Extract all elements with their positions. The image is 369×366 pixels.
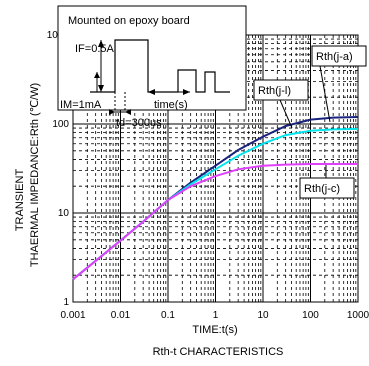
inset-im-label: IM=1mA [60, 99, 102, 111]
callout-box-ja [311, 45, 367, 67]
chart-subtitle: Rth-t CHARACTERISTICS [153, 346, 284, 358]
callout-label-jc: Rth(j-c) [304, 183, 340, 195]
x-axis-label: TIME:t(s) [192, 324, 237, 336]
callout-label-ja: Rth(j-a) [316, 51, 353, 63]
x-tick-label: 1000 [347, 310, 369, 321]
x-tick-label: 0.001 [60, 310, 85, 321]
callouts: Rth(j-a) Rth(j-l) Rth(j-c) [253, 45, 367, 199]
x-tick-label: 100 [302, 310, 319, 321]
x-tick-label: 0.01 [111, 310, 131, 321]
x-tick-label: 10 [257, 310, 269, 321]
x-tick-label: 0.1 [161, 310, 175, 321]
inset-arrows [96, 40, 190, 113]
y-tick-label: 1 [63, 297, 69, 308]
y-axis-label-line2: THAERMAL IMPEDANCE:Rth (℃/W) [29, 83, 41, 267]
inset-if-label: IF=0.5A [75, 43, 114, 55]
series-layer [72, 116, 359, 281]
inset-time-label: time(s) [154, 99, 188, 111]
inset-td-label: td=300us [116, 117, 162, 129]
x-tick-label: 1 [213, 310, 219, 321]
y-axis-label-line1: TRANSIENT [14, 169, 26, 232]
inset-waveform [90, 39, 230, 93]
y-tick-label: 10 [58, 208, 70, 219]
callout-label-jl: Rth(j-l) [258, 85, 291, 97]
inset-td-dashes [114, 92, 126, 112]
callout-box-jl [253, 79, 309, 101]
callout-leader-ja [319, 65, 331, 123]
inset-title: Mounted on epoxy board [68, 15, 190, 27]
inset: Mounted on epoxy board IF=0.5A IM=1mA ti… [57, 5, 247, 129]
callout-box-jc [299, 177, 355, 199]
series-line-2 [72, 163, 358, 281]
y-tick-label: 100 [52, 119, 69, 130]
callout-leader-jl [279, 99, 293, 129]
